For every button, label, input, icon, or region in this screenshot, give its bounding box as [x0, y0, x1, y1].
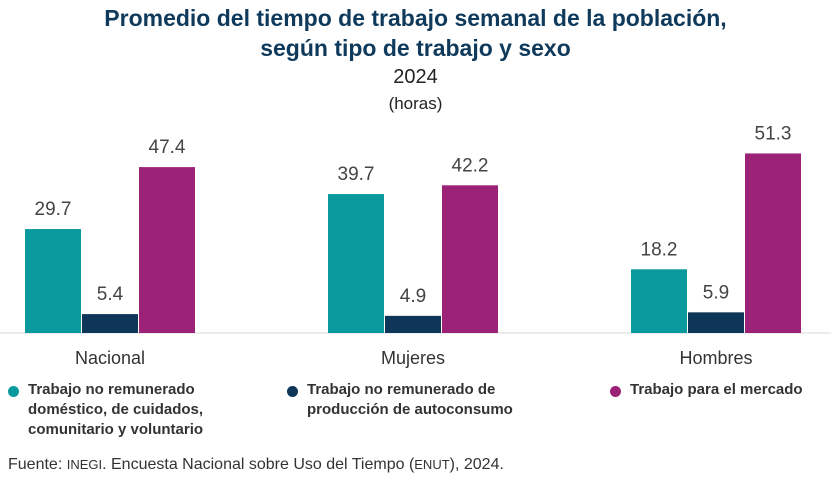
- data-label-mujeres-domestico: 39.7: [338, 164, 375, 185]
- data-label-hombres-mercado: 51.3: [755, 123, 792, 144]
- chart-title-line1: Promedio del tiempo de trabajo semanal d…: [104, 5, 727, 31]
- legend-dot: [610, 386, 621, 397]
- bar-nacional-domestico: [25, 229, 81, 333]
- bar-hombres-mercado: [745, 153, 801, 333]
- data-label-nacional-domestico: 29.7: [35, 199, 72, 220]
- bar-mujeres-domestico: [328, 194, 384, 333]
- category-label-nacional: Nacional: [75, 348, 145, 368]
- source-acronym: ENUT: [414, 457, 450, 472]
- bar-hombres-autoconsumo: [688, 312, 744, 333]
- bar-nacional-autoconsumo: [82, 314, 138, 333]
- legend-label: Trabajo para el mercado: [630, 381, 803, 398]
- legend-label: Trabajo no remunerado doméstico, de cuid…: [28, 381, 204, 438]
- source-suffix: ), 2024.: [449, 456, 504, 473]
- legend-item-domestico: Trabajo no remunerado doméstico, de cuid…: [8, 380, 203, 440]
- legend-dot: [287, 386, 298, 397]
- source-middle: . Encuesta Nacional sobre Uso del Tiempo…: [102, 456, 415, 473]
- bar-nacional-mercado: [139, 167, 195, 333]
- data-label-mujeres-autoconsumo: 4.9: [400, 286, 426, 307]
- data-label-hombres-domestico: 18.2: [641, 239, 678, 260]
- legend-item-mercado: Trabajo para el mercado: [610, 380, 803, 400]
- source-note: Fuente: INEGI. Encuesta Nacional sobre U…: [8, 456, 504, 474]
- data-label-hombres-autoconsumo: 5.9: [703, 282, 729, 303]
- bar-chart: 29.7 5.4 47.4 Nacional 39.7 4.9 42.2 Mujeres 18.…: [0, 123, 831, 368]
- legend-item-autoconsumo: Trabajo no remunerado de producción de a…: [287, 380, 513, 420]
- bar-mujeres-autoconsumo: [385, 315, 441, 333]
- bar-hombres-domestico: [631, 269, 687, 333]
- data-label-mujeres-mercado: 42.2: [452, 155, 489, 176]
- data-label-nacional-autoconsumo: 5.4: [97, 284, 124, 305]
- category-label-hombres: Hombres: [679, 348, 752, 368]
- legend-label: Trabajo no remunerado de producción de a…: [307, 381, 513, 418]
- category-label-mujeres: Mujeres: [381, 348, 445, 368]
- source-prefix: Fuente:: [8, 456, 67, 473]
- data-label-nacional-mercado: 47.4: [149, 137, 186, 158]
- bar-mujeres-mercado: [442, 185, 498, 333]
- chart-unit: (horas): [388, 94, 443, 113]
- legend-dot: [8, 386, 19, 397]
- chart-subtitle: 2024: [393, 66, 438, 88]
- source-org: INEGI: [66, 457, 103, 472]
- chart-title-line2: según tipo de trabajo y sexo: [260, 35, 571, 61]
